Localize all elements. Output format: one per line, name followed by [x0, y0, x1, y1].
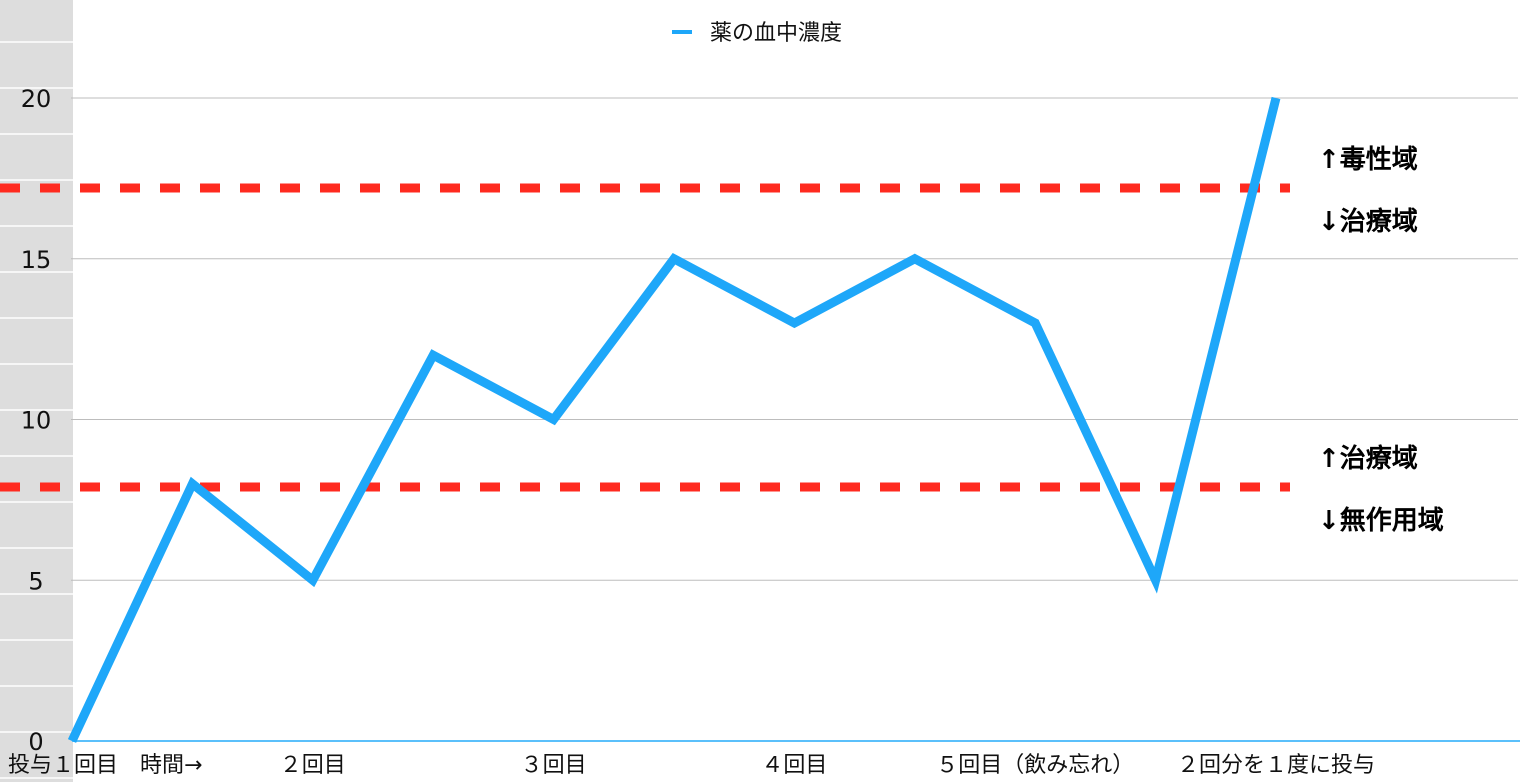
y-tick-label: 20	[21, 85, 52, 113]
y-tick-label: 0	[28, 728, 43, 756]
zone-label-below: ↓治療域	[1318, 207, 1418, 237]
x-tick-label: ４回目	[761, 753, 827, 778]
zone-label-below: ↓無作用域	[1318, 506, 1444, 536]
x-tick-label: 投与１回目 時間→	[8, 753, 202, 778]
x-tick-label: ２回分を１度に投与	[1177, 753, 1375, 778]
legend: 薬の血中濃度	[672, 21, 842, 46]
x-tick-label: ３回目	[521, 753, 587, 778]
x-tick-label: ５回目（飲み忘れ）	[936, 753, 1134, 778]
x-tick-label: ２回目	[280, 753, 346, 778]
y-tick-label: 5	[28, 567, 43, 595]
y-tick-label: 10	[21, 407, 52, 435]
y-tick-label: 15	[21, 246, 52, 274]
legend-label: 薬の血中濃度	[710, 21, 842, 46]
zone-label-above: ↑治療域	[1318, 444, 1418, 474]
left-gray-band	[0, 0, 73, 782]
zone-label-above: ↑毒性域	[1318, 145, 1418, 175]
